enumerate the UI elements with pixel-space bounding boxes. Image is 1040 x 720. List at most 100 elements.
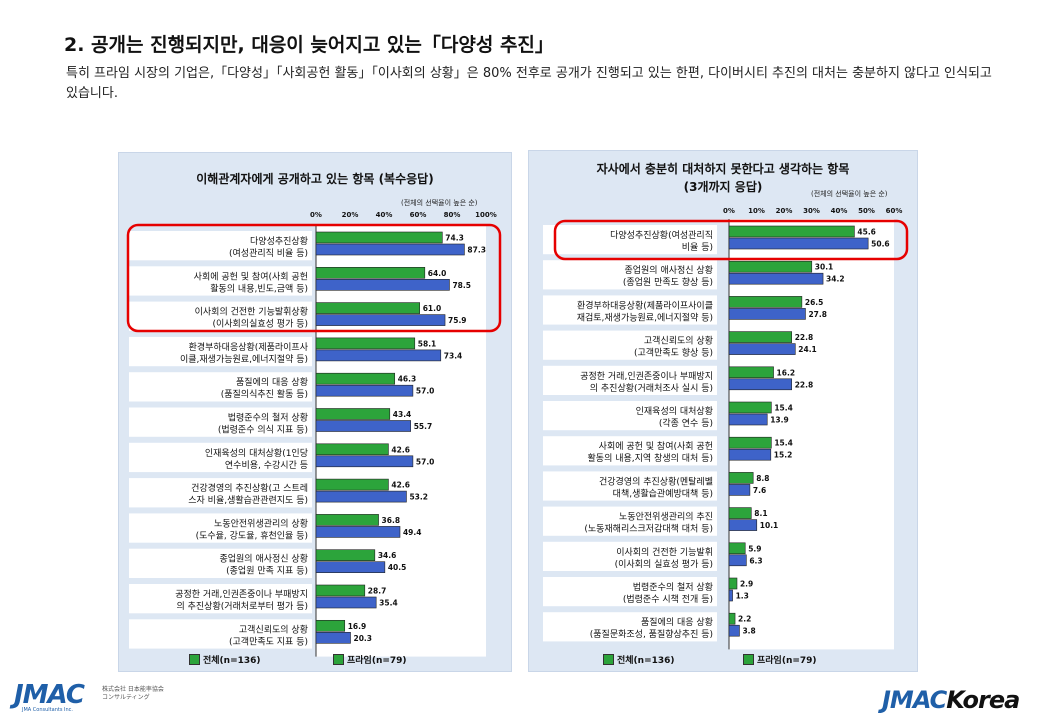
category-label: (각종 연수 등) [659, 417, 713, 429]
category-label: 건강경영의 추진상황(고 스트레 [191, 482, 308, 494]
data-label: 3.8 [742, 627, 755, 636]
category-label-box [543, 471, 717, 501]
category-label: 고객신뢰도의 상황 [644, 336, 713, 347]
data-label: 8.1 [754, 509, 767, 518]
legend-label-prime: 프라임(n=79) [757, 656, 817, 666]
category-label: 사회에 공헌 및 참여(사회 공헌 [599, 440, 713, 452]
category-label: 다양성추진상황(여성관리직 [610, 229, 713, 241]
x-tick-label: 20% [342, 211, 359, 219]
bar-prime [315, 631, 351, 644]
category-label: 환경부하대응상황(제품라이프사이클 [577, 299, 713, 311]
data-label: 13.9 [770, 416, 789, 425]
data-label: 22.8 [795, 380, 814, 389]
bar-all [728, 401, 772, 414]
right-legend-prime: 프라임(n=79) [743, 653, 817, 666]
left-legend: 전체(n=136) [189, 653, 261, 666]
category-label: 품질에의 대응 상황 [641, 616, 713, 628]
category-label: 공정한 거래,인권존중이나 부패방지 [175, 588, 308, 600]
category-label-box [543, 436, 717, 466]
category-label-box [129, 231, 312, 261]
bar-prime [315, 349, 442, 362]
x-tick-label: 0% [310, 211, 322, 219]
jmac-logo-jp-line2: コンサルティング [102, 694, 150, 701]
category-label-box [543, 365, 717, 395]
category-label: 건강경영의 추진상황(멘탈레벨 [599, 475, 713, 487]
left-legend-prime: 프라임(n=79) [333, 653, 407, 666]
legend-label-all: 전체(n=136) [617, 656, 675, 666]
category-label: 종업원의 애사정신 상황 [219, 554, 308, 565]
category-label-box [129, 442, 312, 473]
x-tick-label: 20% [776, 207, 793, 215]
bar-prime [728, 448, 772, 461]
data-label: 74.3 [445, 234, 464, 243]
category-label-box [129, 619, 312, 649]
category-label: 활동의 내용,빈도,금액 등) [210, 282, 308, 294]
bar-all [315, 443, 389, 456]
x-tick-label: 50% [858, 207, 875, 215]
category-label: 대책,생활습관예방대책 등) [613, 487, 713, 499]
category-label-box [129, 548, 312, 578]
data-label: 1.3 [736, 592, 749, 601]
plot-area [729, 219, 894, 650]
category-label-box [543, 577, 717, 607]
jmac-logo: JMAC 株式会社 日本能率協会 コンサルティング JMA Consultant… [14, 680, 164, 713]
data-label: 16.9 [348, 622, 367, 631]
bar-prime [315, 526, 401, 538]
category-label: (법령준수 시책 전개 등) [623, 593, 713, 605]
category-label: 활동의 내용,지역 창생의 대처 등) [588, 452, 713, 464]
bar-all [728, 366, 774, 379]
bar-all [315, 372, 396, 385]
category-label: 비율 등) [682, 242, 713, 253]
data-label: 2.2 [738, 615, 751, 624]
bar-all [728, 542, 746, 555]
x-tick-label: 0% [723, 207, 735, 215]
data-label: 42.6 [391, 445, 410, 454]
category-label: 법령준수의 철저 상황 [633, 581, 713, 593]
data-label: 57.0 [416, 457, 435, 466]
category-label: 재검토,재생가능원료,에너지절약 등) [577, 311, 713, 323]
left-chart-note: (전체의 선택율이 높은 순) [401, 199, 478, 207]
bar-all [728, 296, 803, 308]
category-label: 스자 비율,생활습관관련지도 등) [188, 494, 308, 506]
category-label: 노동안전위생관리의 상황 [214, 518, 308, 529]
bar-prime [728, 589, 733, 602]
data-label: 5.9 [748, 544, 761, 553]
legend-label-prime: 프라임(n=79) [347, 656, 407, 666]
jmac-korea-logo: JMACKorea [882, 686, 1020, 714]
category-label: (이사회의 실효성 평가 등) [615, 559, 713, 570]
x-tick-label: 60% [886, 207, 903, 215]
data-label: 43.4 [393, 410, 412, 419]
bar-all [315, 478, 389, 491]
data-label: 28.7 [368, 587, 387, 596]
category-label: 법령준수의 철저 상황 [228, 412, 308, 424]
category-label: (종업원 만족 지표 등) [226, 566, 308, 577]
bar-all [728, 612, 736, 625]
category-label-box [543, 506, 717, 536]
category-label: 다양성추진상황 [250, 236, 308, 247]
jmac-korea-logo-b: Korea [946, 686, 1020, 714]
category-label: (종업원 만족도 향상 등) [623, 276, 713, 288]
data-label: 34.2 [826, 275, 845, 284]
bar-all [315, 408, 391, 420]
x-tick-label: 30% [803, 207, 820, 215]
data-label: 57.0 [416, 387, 435, 396]
legend-swatch-prime [333, 654, 344, 665]
category-label: (품질문화조성, 품질향상추진 등) [590, 628, 713, 640]
category-label-box [543, 401, 717, 431]
bar-prime [315, 490, 407, 503]
left-chart-title: 이해관계자에게 공개하고 있는 항목 (복수응답) [196, 172, 434, 186]
data-label: 10.1 [760, 521, 779, 530]
category-label: 연수비용, 수강시간 등 [225, 460, 308, 471]
bar-all [315, 267, 426, 279]
bar-all [728, 507, 752, 519]
category-label-box [129, 336, 312, 367]
bar-all [315, 514, 379, 526]
bar-prime [315, 455, 414, 468]
category-label: (고객만족도 향상 등) [634, 347, 713, 359]
bar-all [315, 584, 366, 597]
bar-all [728, 260, 813, 273]
data-label: 49.4 [403, 528, 422, 537]
category-label-box [543, 541, 717, 571]
data-label: 22.8 [795, 333, 814, 342]
x-tick-label: 100% [475, 211, 497, 219]
